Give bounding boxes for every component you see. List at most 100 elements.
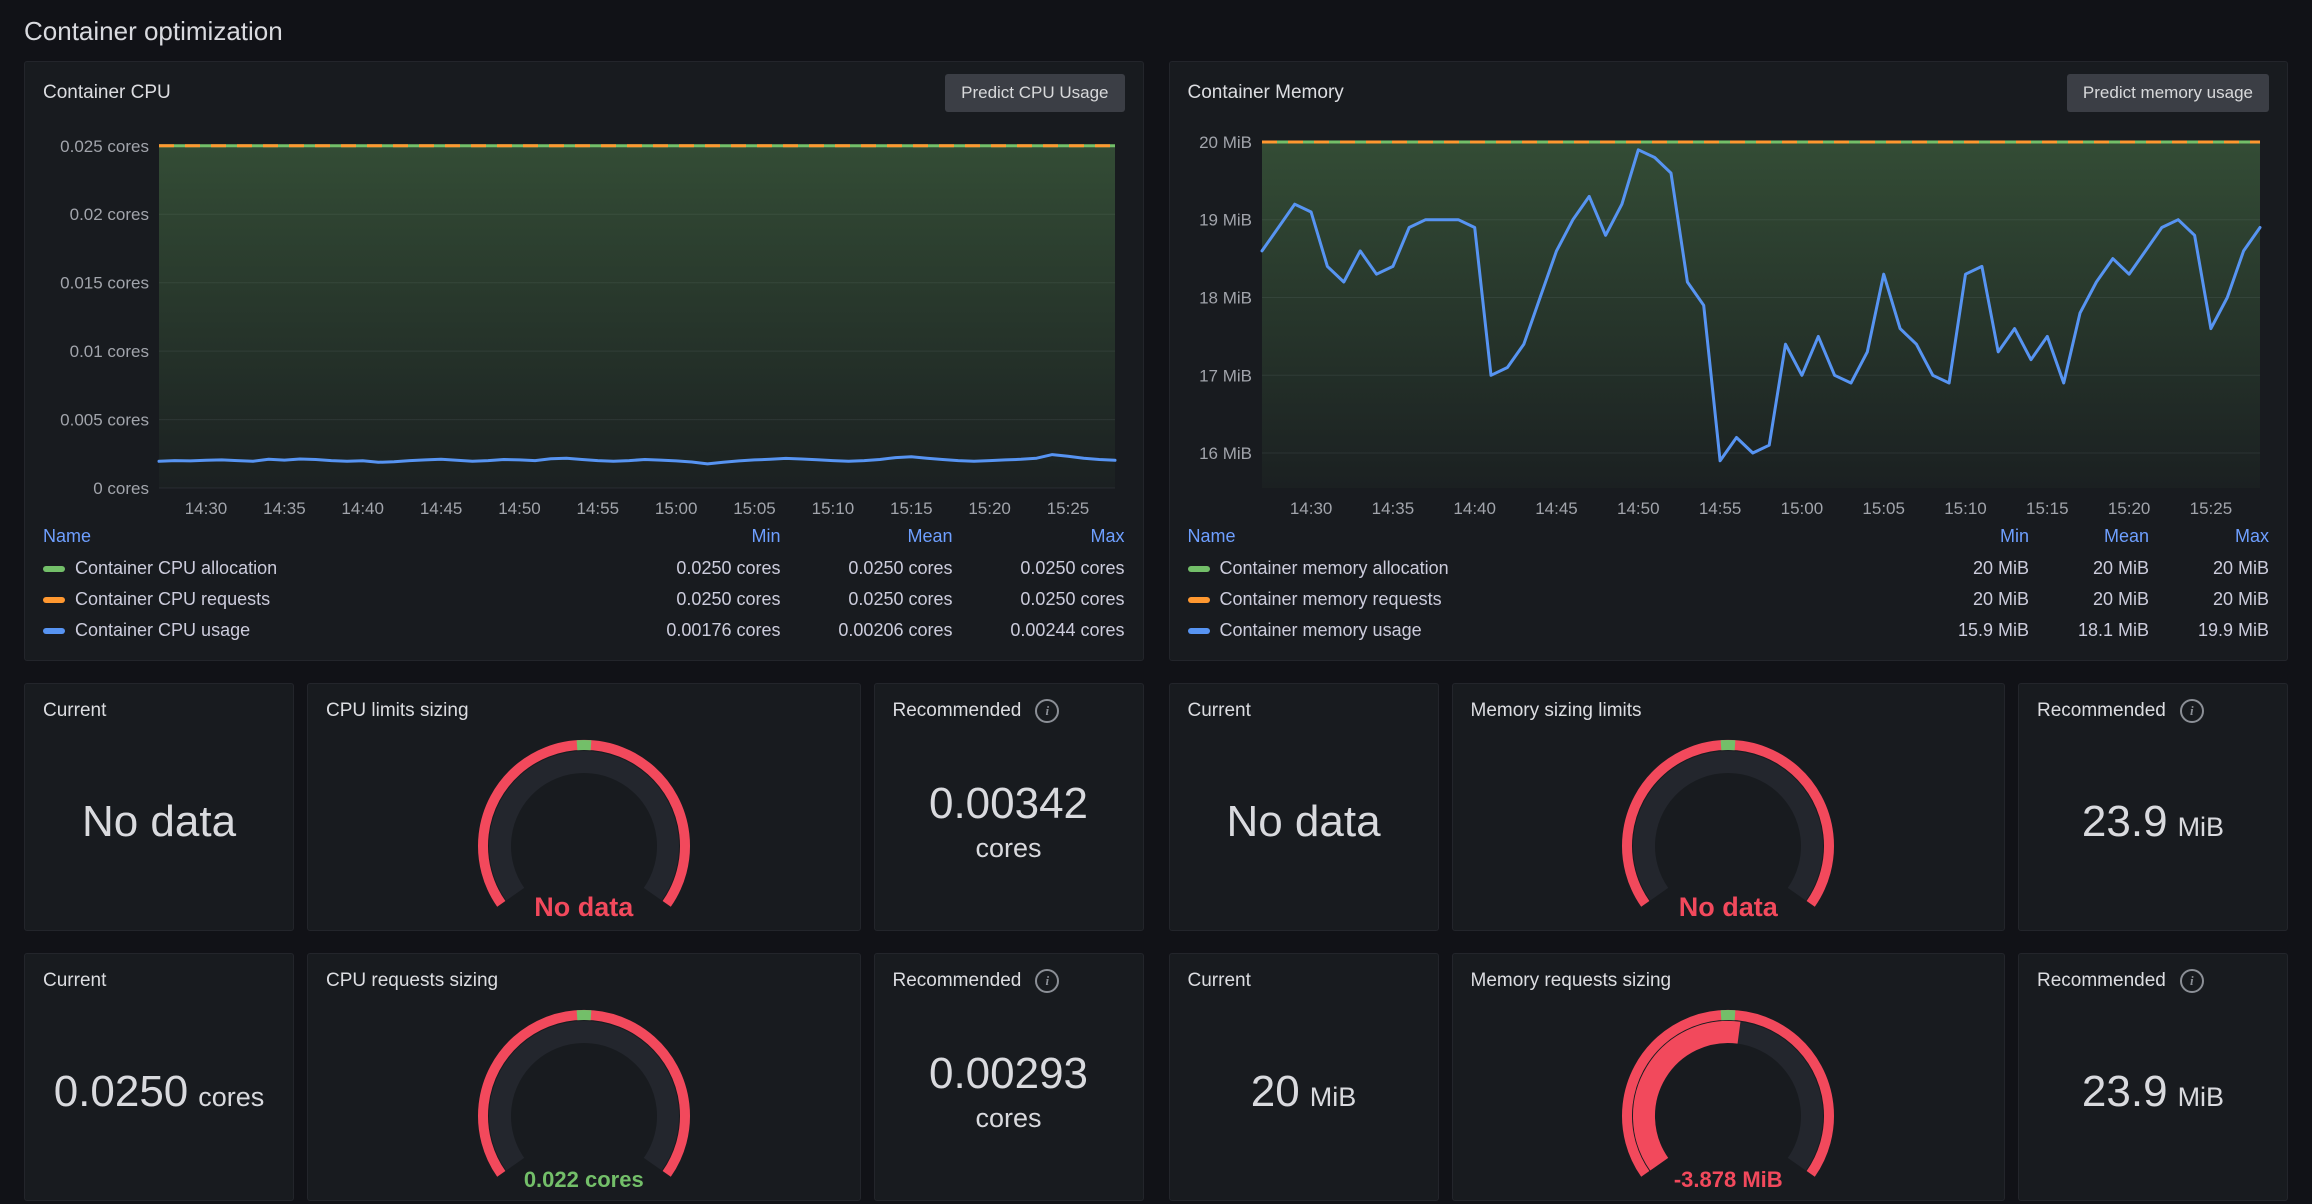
series-min: 0.00176 cores [666, 620, 781, 640]
svg-text:14:45: 14:45 [420, 499, 463, 518]
cpu-time-series-chart[interactable]: 0 cores 0.005 cores 0.01 cores 0.015 cores 0… [31, 118, 1131, 522]
legend-header-name[interactable]: Name [1187, 526, 1236, 546]
info-icon[interactable]: i [2179, 969, 2204, 993]
svg-text:0.025 cores: 0.025 cores [60, 137, 149, 156]
cpu-requests-gauge: 0.022 cores [444, 1000, 724, 1204]
series-color-mark [1187, 596, 1210, 603]
series-name[interactable]: Container memory allocation [1219, 558, 1449, 578]
series-min: 0.0250 cores [676, 589, 781, 609]
series-max: 0.0250 cores [1020, 589, 1125, 609]
memory-requests-current-value: 20 [1250, 1066, 1300, 1116]
series-name[interactable]: Container CPU allocation [75, 558, 278, 578]
svg-text:14:50: 14:50 [498, 499, 541, 518]
info-icon[interactable]: i [1035, 969, 1060, 993]
legend-header-mean[interactable]: Mean [907, 526, 953, 546]
svg-text:15:25: 15:25 [2189, 499, 2232, 518]
page-title: Container optimization [24, 16, 283, 46]
memory-time-series-chart[interactable]: 16 MiB 17 MiB 18 MiB 19 MiB 20 MiB 14:30 14:35… [1176, 118, 2276, 522]
legend-header-max[interactable]: Max [1090, 526, 1125, 546]
cpu-limits-recommended-unit: cores [975, 832, 1042, 863]
cpu-requests-recommended-unit: cores [975, 1102, 1042, 1133]
panel-title: Recommended [892, 700, 1022, 721]
panel-header: Container Memory Predict memory usage [1170, 62, 2288, 116]
svg-text:16 MiB: 16 MiB [1199, 444, 1252, 463]
svg-text:14:40: 14:40 [1453, 499, 1496, 518]
memory-requests-current-panel: Current 20 MiB [1168, 953, 1439, 1201]
series-max: 20 MiB [2212, 558, 2269, 578]
panel-title: Memory requests sizing [1470, 970, 1672, 991]
cpu-requests-gauge-panel: CPU requests sizing 0.022 cores [307, 953, 861, 1201]
cpu-legend: Name Min Mean Max Container CPU allocati… [25, 522, 1143, 660]
svg-text:15:15: 15:15 [890, 499, 933, 518]
series-max: 20 MiB [2212, 589, 2269, 609]
series-mean: 0.0250 cores [848, 558, 953, 578]
series-mean: 18.1 MiB [2077, 620, 2149, 640]
svg-text:0 cores: 0 cores [93, 479, 149, 498]
svg-text:18 MiB: 18 MiB [1199, 289, 1252, 308]
cpu-limits-group: Current No data CPU limits sizing No dat… [24, 683, 1144, 931]
gauge-value-label: No data [1678, 892, 1778, 922]
svg-text:14:45: 14:45 [1535, 499, 1578, 518]
series-name[interactable]: Container CPU requests [75, 589, 271, 609]
legend-row: Container CPU usage 0.00176 cores 0.00206 … [43, 615, 1125, 646]
info-icon[interactable]: i [2179, 699, 2204, 723]
cpu-limits-current-value: No data [81, 796, 237, 846]
memory-limits-recommended-value: 23.9 [2081, 796, 2168, 846]
legend-header-max[interactable]: Max [2234, 526, 2269, 546]
legend-header-name[interactable]: Name [43, 526, 92, 546]
memory-limits-gauge: No data [1588, 730, 1868, 935]
gauge-value-label: No data [534, 892, 634, 922]
panel-title: CPU requests sizing [326, 970, 499, 991]
memory-limits-group: Current No data Memory sizing limits No … [1168, 683, 2288, 931]
predict-memory-usage-button[interactable]: Predict memory usage [2066, 74, 2269, 112]
series-max: 0.00244 cores [1010, 620, 1125, 640]
svg-text:15:05: 15:05 [1862, 499, 1905, 518]
panel-header: Container CPU Predict CPU Usage [25, 62, 1143, 116]
memory-requests-recommended-value: 23.9 [2081, 1066, 2168, 1116]
svg-text:14:55: 14:55 [1698, 499, 1741, 518]
series-min: 20 MiB [1972, 558, 2029, 578]
svg-text:0.015 cores: 0.015 cores [60, 274, 149, 293]
svg-text:15:00: 15:00 [655, 499, 698, 518]
gauge-value-label: 0.022 cores [523, 1167, 644, 1192]
series-color-mark [1187, 565, 1210, 572]
legend-header-row: Name Min Mean Max [43, 522, 1125, 553]
legend-header-min[interactable]: Min [1999, 526, 2029, 546]
svg-text:0.005 cores: 0.005 cores [60, 411, 149, 430]
cpu-requests-current-panel: Current 0.0250 cores [24, 953, 294, 1201]
svg-text:14:35: 14:35 [1371, 499, 1414, 518]
memory-requests-current-unit: MiB [1309, 1081, 1357, 1112]
series-max: 19.9 MiB [2197, 620, 2269, 640]
svg-text:15:00: 15:00 [1780, 499, 1823, 518]
svg-text:15:25: 15:25 [1047, 499, 1090, 518]
series-name[interactable]: Container CPU usage [75, 620, 251, 640]
legend-header-mean[interactable]: Mean [2103, 526, 2149, 546]
legend-row: Container memory allocation 20 MiB 20 MiB 2… [1187, 553, 2269, 584]
cpu-requests-current-unit: cores [198, 1081, 265, 1112]
svg-text:15:10: 15:10 [1944, 499, 1987, 518]
svg-text:0.02 cores: 0.02 cores [70, 205, 149, 224]
info-icon[interactable]: i [1035, 699, 1060, 723]
legend-header-min[interactable]: Min [751, 526, 781, 546]
predict-cpu-usage-button[interactable]: Predict CPU Usage [945, 74, 1125, 112]
series-min: 20 MiB [1972, 589, 2029, 609]
series-name[interactable]: Container memory requests [1219, 589, 1442, 609]
legend-row: Container CPU allocation 0.0250 cores 0.02… [43, 553, 1125, 584]
memory-requests-recommended-unit: MiB [2177, 1081, 2225, 1112]
memory-requests-gauge-panel: Memory requests sizing -3.878 MiB [1451, 953, 2005, 1204]
container-cpu-title: Container CPU [43, 82, 171, 103]
memory-requests-gauge: -3.878 MiB [1588, 1000, 1868, 1204]
series-color-mark [43, 565, 65, 572]
panel-title: Recommended [2037, 970, 2166, 991]
legend-row: Container memory requests 20 MiB 20 MiB 20 … [1187, 584, 2269, 615]
panel-title: Recommended [2037, 700, 2166, 721]
series-color-mark [1187, 627, 1210, 634]
panel-title: Current [43, 970, 107, 991]
series-name[interactable]: Container memory usage [1219, 620, 1422, 640]
memory-limits-recommended-panel: Recommended i 23.9 MiB [2018, 683, 2288, 931]
memory-limits-current-value: No data [1226, 796, 1381, 846]
memory-requests-recommended-panel: Recommended i 23.9 MiB [2018, 953, 2288, 1201]
legend-row: Container CPU requests 0.0250 cores 0.0250… [43, 584, 1125, 615]
panel-title: Current [1187, 700, 1251, 721]
limits-row: Current No data CPU limits sizing No dat… [24, 683, 2288, 931]
